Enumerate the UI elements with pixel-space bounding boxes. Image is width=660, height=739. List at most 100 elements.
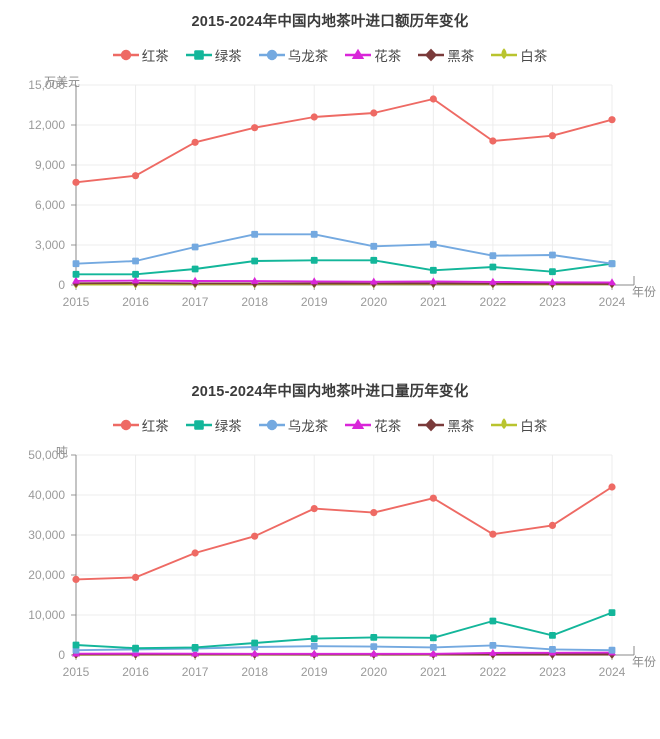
data-point-marker — [608, 609, 616, 617]
x-axis-tick-label: 2021 — [420, 665, 447, 679]
series-line-红茶 — [75, 98, 613, 184]
data-point-marker — [489, 530, 497, 539]
diamond-marker-icon — [418, 48, 445, 62]
legend-item-红茶[interactable]: 红茶 — [112, 45, 169, 65]
data-point-marker — [250, 649, 259, 657]
data-point-marker — [429, 241, 437, 249]
x-axis-tick-label: 2019 — [301, 665, 328, 679]
data-point-marker — [370, 509, 378, 517]
chart-legend-import-value[interactable]: 红茶 绿茶 乌龙茶 花茶 黑茶 白茶 — [0, 45, 660, 65]
legend-item-白茶[interactable]: 白茶 — [491, 45, 547, 65]
data-point-marker — [608, 116, 616, 124]
series-line-乌龙茶 — [75, 233, 613, 266]
legend-item-黑茶[interactable]: 黑茶 — [418, 45, 474, 65]
y-axis-tick-label: 12,000 — [28, 118, 65, 132]
data-point-marker — [608, 278, 616, 286]
chart-block-import-value: 2015-2024年中国内地茶叶进口额历年变化 红茶 绿茶 乌龙茶 花茶 黑茶 白茶 万美… — [0, 14, 660, 326]
legend-item-label: 绿茶 — [214, 49, 242, 65]
x-axis-unit-label-volume: 年份 — [631, 655, 656, 670]
legend-item-label: 花茶 — [374, 49, 402, 65]
data-point-marker — [608, 260, 616, 268]
legend-item-白茶[interactable]: 白茶 — [491, 415, 547, 435]
legend-item-label: 黑茶 — [447, 49, 475, 65]
data-point-marker — [429, 634, 437, 642]
data-point-marker — [429, 649, 438, 657]
data-point-marker — [608, 483, 616, 491]
triangle-marker-icon — [345, 49, 372, 60]
series-line-黑茶 — [75, 282, 613, 286]
x-axis-tick-label: 2017 — [182, 665, 209, 679]
data-point-marker — [250, 277, 259, 285]
x-axis-tick-label: 2024 — [599, 295, 626, 309]
plot-area-import-volume: 吨 0 10,000 20,000 30,000 40,000 50,000 2015 201… — [0, 441, 660, 696]
data-point-marker — [72, 179, 80, 187]
series-line-乌龙茶 — [75, 644, 613, 652]
legend-item-乌龙茶[interactable]: 乌龙茶 — [258, 45, 329, 65]
line-chart-import-volume: 0 10,000 20,000 30,000 40,000 50,000 2015 2016 2… — [28, 448, 635, 679]
y-axis-tick-label: 40,000 — [28, 488, 65, 502]
legend-item-绿茶[interactable]: 绿茶 — [185, 415, 242, 435]
x-axis-tick-label: 2016 — [122, 665, 149, 679]
data-point-marker — [548, 522, 557, 530]
y-axis-unit-label-volume: 吨 — [56, 445, 69, 460]
chart-legend-import-volume[interactable]: 红茶 绿茶 乌龙茶 花茶 黑茶 白茶 — [0, 415, 660, 435]
data-point-marker — [310, 505, 318, 513]
x-axis-tick-label: 2022 — [480, 665, 507, 679]
data-point-marker — [132, 271, 139, 279]
data-point-marker — [488, 649, 497, 657]
plot-area-import-value: 万美元 0 3,000 6,000 9,000 12,000 15,000 2015 2016… — [0, 71, 660, 326]
data-point-marker — [72, 260, 80, 268]
y-axis-tick-label: 3,000 — [35, 238, 65, 252]
legend-item-花茶[interactable]: 花茶 — [345, 415, 401, 435]
x-axis-tick-label: 2017 — [182, 295, 209, 309]
x-axis-tick-label: 2016 — [122, 295, 149, 309]
data-point-marker — [548, 278, 557, 286]
data-point-marker — [72, 641, 80, 649]
legend-item-绿茶[interactable]: 绿茶 — [185, 45, 242, 65]
square-marker-icon — [185, 50, 212, 61]
series-line-红茶 — [75, 486, 613, 581]
legend-item-label: 乌龙茶 — [287, 49, 329, 65]
data-point-marker — [489, 617, 497, 625]
data-point-marker — [369, 650, 378, 658]
chart-block-import-volume: 2015-2024年中国内地茶叶进口量历年变化 红茶 绿茶 乌龙茶 花茶 黑茶 白茶 吨 … — [0, 370, 660, 739]
data-point-marker — [548, 132, 557, 140]
data-point-marker — [489, 642, 497, 650]
x-axis-tick-label: 2015 — [63, 665, 90, 679]
y-axis-tick-label: 15,000 — [28, 78, 65, 92]
data-point-marker — [549, 646, 556, 654]
data-point-marker — [370, 109, 378, 117]
square-marker-icon — [185, 420, 212, 431]
data-point-marker — [131, 276, 140, 284]
legend-item-label: 红茶 — [141, 419, 169, 435]
x-axis-tick-label: 2024 — [599, 665, 626, 679]
legend-item-label: 白茶 — [520, 49, 548, 65]
data-point-marker — [429, 277, 438, 285]
data-point-marker — [310, 113, 318, 121]
legend-item-花茶[interactable]: 花茶 — [345, 45, 401, 65]
legend-item-黑茶[interactable]: 黑茶 — [418, 415, 474, 435]
data-point-marker — [310, 231, 318, 239]
circle-marker-icon — [112, 50, 139, 61]
data-point-marker — [131, 172, 140, 180]
data-point-marker — [370, 634, 378, 642]
data-point-marker — [549, 632, 556, 640]
y-axis-tick-label: 9,000 — [35, 158, 65, 172]
x-axis-tick-label: 2023 — [539, 665, 566, 679]
legend-item-红茶[interactable]: 红茶 — [112, 415, 169, 435]
y-axis-tick-label: 10,000 — [28, 608, 65, 622]
data-point-marker — [489, 263, 497, 271]
data-point-marker — [549, 268, 556, 276]
x-axis-tick-label: 2020 — [360, 295, 387, 309]
circle-marker-icon — [258, 420, 285, 431]
data-point-marker — [191, 139, 199, 147]
x-axis-tick-label: 2023 — [539, 295, 566, 309]
data-point-marker — [488, 278, 497, 286]
data-point-marker — [370, 257, 378, 265]
x-axis-tick-label: 2018 — [241, 665, 268, 679]
data-point-marker — [489, 137, 497, 145]
legend-item-乌龙茶[interactable]: 乌龙茶 — [258, 415, 328, 435]
x-axis-tick-label: 2021 — [420, 295, 447, 309]
y-axis-tick-label: 0 — [58, 648, 65, 662]
data-point-marker — [191, 649, 200, 657]
